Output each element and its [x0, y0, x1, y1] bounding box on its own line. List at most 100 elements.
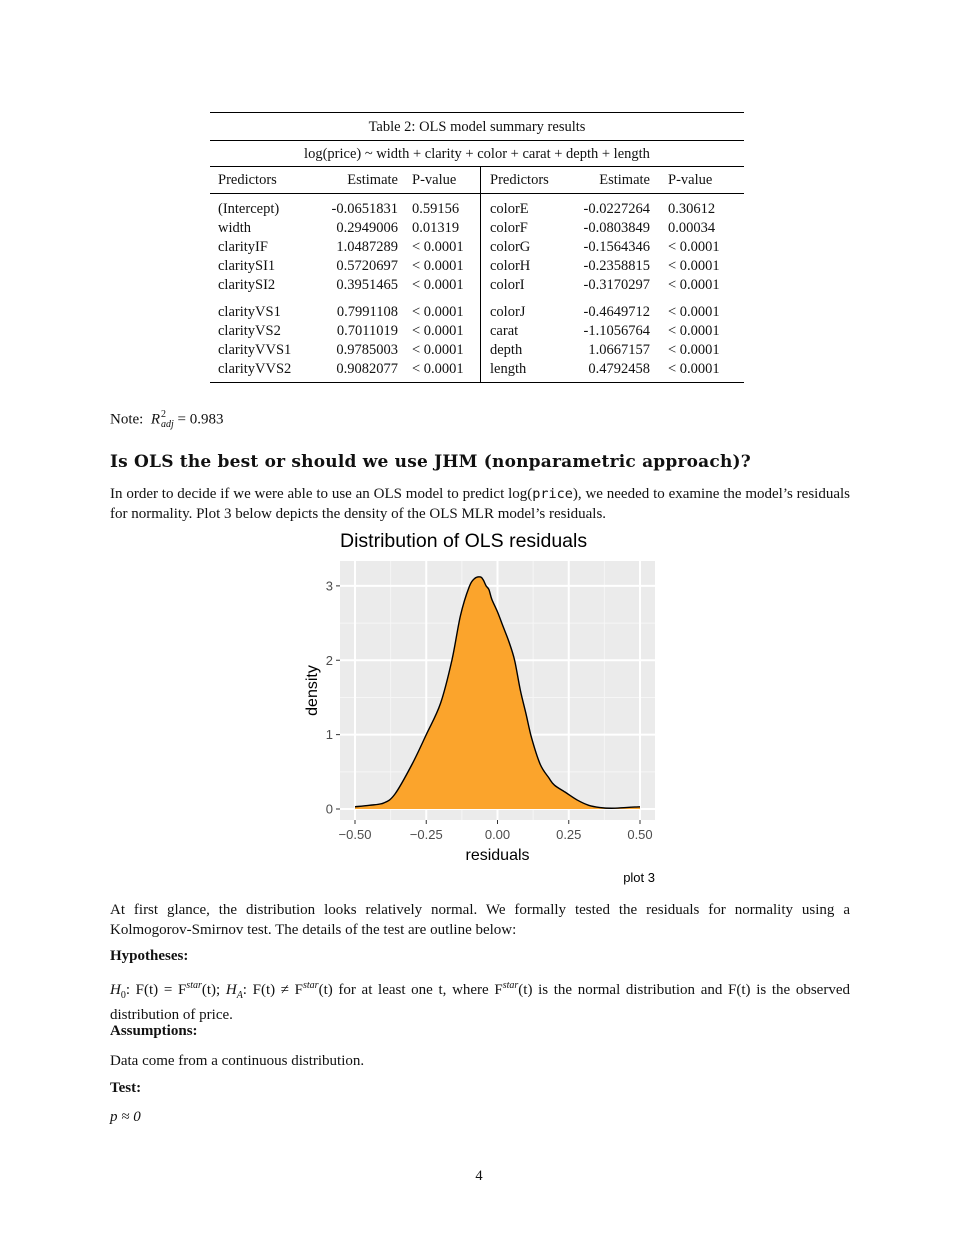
- table-cell: < 0.0001: [668, 323, 720, 339]
- table-cell: length: [480, 360, 572, 379]
- table-cell: 0.30612: [668, 201, 716, 217]
- table-body: (Intercept) -0.0651831 0.59156 colorE -0.022…: [210, 200, 744, 379]
- h0-text: : F(t) = F: [125, 982, 187, 998]
- table-row: claritySI1 0.5720697 < 0.0001 colorH -0.2358…: [210, 257, 744, 276]
- table-cell: < 0.0001: [412, 361, 464, 377]
- ha-sub: A: [236, 990, 243, 1001]
- table-cell: < 0.0001: [668, 304, 720, 320]
- p-value-text: p ≈ 0: [110, 1109, 141, 1125]
- table-row: (Intercept) -0.0651831 0.59156 colorE -0.022…: [210, 200, 744, 219]
- table-cell: < 0.0001: [668, 277, 720, 293]
- y-tick-label: 3: [326, 578, 333, 593]
- table-cell: -0.0227264: [583, 201, 650, 217]
- r-squared-note: Note: R 2 adj = 0.983: [110, 410, 224, 430]
- h0-symbol: H: [110, 982, 121, 998]
- table-row: clarityVS2 0.7011019 < 0.0001 carat -1.10567…: [210, 322, 744, 341]
- table-cell: 0.7991108: [336, 304, 398, 320]
- x-tick-label: −0.25: [410, 827, 443, 842]
- density-area: [355, 576, 640, 809]
- header-cell: Predictors: [218, 172, 277, 188]
- table-cell: < 0.0001: [668, 361, 720, 377]
- table-row: clarityVVS2 0.9082077 < 0.0001 length 0.4792…: [210, 360, 744, 379]
- x-tick-label: 0.50: [627, 827, 652, 842]
- intro-paragraph: In order to decide if we were able to us…: [110, 485, 850, 524]
- table-cell: 0.2949006: [336, 220, 398, 236]
- table-cell: < 0.0001: [668, 258, 720, 274]
- table-cell: 0.59156: [412, 201, 460, 217]
- table-cell: colorF: [480, 219, 572, 238]
- h-text-t3: (t) is the normal distribution and F(t) …: [110, 982, 850, 1023]
- ha-symbol: H: [225, 982, 237, 998]
- table-cell: 0.9082077: [336, 361, 398, 377]
- y-tick-label: 2: [326, 653, 333, 668]
- r-sup: 2: [161, 409, 166, 420]
- table-cell: colorG: [480, 238, 572, 257]
- table-cell: claritySI2: [218, 277, 276, 293]
- assumptions-heading: Assumptions:: [110, 1023, 198, 1039]
- header-cell: Estimate: [599, 172, 650, 188]
- table-cell: -0.3170297: [583, 277, 650, 293]
- table-cell: 0.4792458: [588, 361, 650, 377]
- table-cell: < 0.0001: [412, 258, 464, 274]
- table-cell: 0.5720697: [336, 258, 398, 274]
- table-cell: carat: [480, 322, 572, 341]
- table-cell: clarityVS1: [218, 304, 281, 320]
- table-cell: colorJ: [480, 303, 572, 322]
- r-value: = 0.983: [177, 411, 224, 428]
- table-cell: -0.1564346: [583, 239, 650, 255]
- table-cell: < 0.0001: [668, 342, 720, 358]
- table-cell: clarityVS2: [218, 323, 281, 339]
- header-cell: P-value: [412, 172, 457, 188]
- model-formula: log(price) ~ width + clarity + color + c…: [304, 146, 650, 162]
- table-cell: 0.7011019: [336, 323, 398, 339]
- table-cell: colorH: [480, 257, 572, 276]
- x-tick-label: 0.00: [485, 827, 510, 842]
- table-cell: -0.4649712: [583, 304, 650, 320]
- table-cell: -0.2358815: [583, 258, 650, 274]
- h-text-t1: (t);: [201, 982, 226, 998]
- table-cell: clarityVVS1: [218, 342, 292, 358]
- table-cell: width: [218, 220, 252, 236]
- x-tick-label: −0.50: [339, 827, 372, 842]
- header-cell: Predictors: [480, 167, 572, 193]
- table-row: claritySI2 0.3951465 < 0.0001 colorI -0.3170…: [210, 276, 744, 295]
- plot-caption: plot 3: [623, 870, 655, 885]
- table-cell: < 0.0001: [668, 239, 720, 255]
- x-axis-label: residuals: [465, 847, 529, 864]
- star-sup-3: star: [502, 980, 519, 991]
- table-cell: < 0.0001: [412, 342, 464, 358]
- table-cell: claritySI1: [218, 258, 276, 274]
- chart-title: Distribution of OLS residuals: [340, 530, 587, 552]
- table-cell: -0.0803849: [583, 220, 650, 236]
- table-cell: < 0.0001: [412, 323, 464, 339]
- assumptions-text: Data come from a continuous distribution…: [110, 1053, 365, 1069]
- y-tick-label: 1: [326, 727, 333, 742]
- note-label: Note:: [110, 411, 144, 428]
- test-heading: Test:: [110, 1080, 142, 1096]
- table-cell: 0.00034: [668, 220, 716, 236]
- table-row: clarityVS1 0.7991108 < 0.0001 colorJ -0.4649…: [210, 303, 744, 322]
- x-tick-label: 0.25: [556, 827, 581, 842]
- h0-sub: 0: [120, 990, 126, 1001]
- star-sup-1: star: [186, 980, 202, 991]
- table-cell: 1.0667157: [588, 342, 650, 358]
- header-cell: P-value: [668, 172, 713, 188]
- table-caption: Table 2: OLS model summary results: [368, 119, 586, 135]
- table-cell: depth: [480, 341, 572, 360]
- table-cell: 1.0487289: [336, 239, 398, 255]
- table-cell: 0.01319: [412, 220, 460, 236]
- table-cell: colorE: [480, 200, 572, 219]
- table-row: clarityIF 1.0487289 < 0.0001 colorG -0.15643…: [210, 238, 744, 257]
- table-cell: 0.3951465: [336, 277, 398, 293]
- table-cell: -0.0651831: [331, 201, 398, 217]
- normality-paragraph: At first glance, the distribution looks …: [110, 902, 850, 938]
- r-sub: adj: [161, 419, 174, 430]
- test-result: p ≈ 0: [110, 1108, 850, 1128]
- table-cell: clarityVVS2: [218, 361, 292, 377]
- r-symbol: R: [150, 411, 160, 428]
- ha-text: : F(t) ≠ F: [242, 982, 304, 998]
- section-title: Is OLS the best or should we use JHM (no…: [110, 452, 751, 472]
- table-cell: < 0.0001: [412, 304, 464, 320]
- header-cell: Estimate: [347, 172, 398, 188]
- residuals-density-chart: −0.50 −0.25 0.00 0.25 0.50 0 1 2 3 Distribution o…: [304, 530, 655, 885]
